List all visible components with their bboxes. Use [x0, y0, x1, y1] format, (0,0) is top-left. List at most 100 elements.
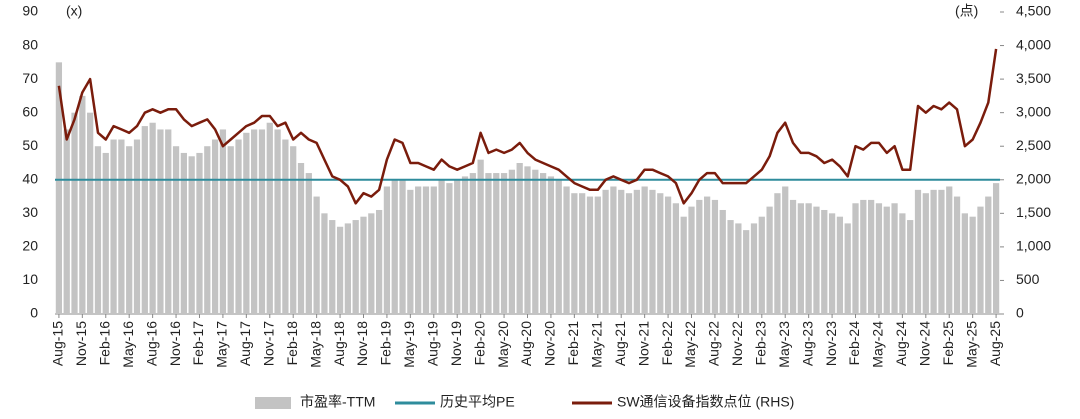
y-tick-label: 90 [22, 3, 38, 19]
bar [766, 206, 773, 314]
bar [235, 139, 242, 314]
x-tick-label: Nov-18 [354, 321, 370, 366]
bar [618, 189, 625, 314]
bar [375, 209, 383, 314]
bar [711, 199, 719, 314]
bar [938, 189, 945, 314]
x-tick-label: Nov-17 [260, 321, 276, 366]
bar [290, 146, 297, 314]
y2-tick-label: 500 [1016, 271, 1040, 287]
bar [383, 186, 391, 314]
y2-tick-label: 2,000 [1016, 170, 1051, 186]
bar [188, 156, 195, 314]
x-tick-label: Feb-25 [940, 321, 956, 366]
y2-tick-label: 1,000 [1016, 238, 1051, 254]
bar [243, 132, 250, 314]
bar [438, 179, 445, 314]
bar [992, 183, 1000, 314]
bar [907, 220, 914, 314]
bar [813, 206, 820, 314]
bar [71, 112, 78, 315]
bar [930, 189, 937, 314]
y-unit: (x) [66, 3, 82, 19]
bar [977, 206, 984, 314]
bar [961, 213, 968, 314]
bar [407, 189, 414, 314]
legend-swatch [255, 397, 291, 409]
x-tick-label: Feb-19 [378, 321, 394, 366]
x-tick-label: Aug-19 [424, 321, 440, 366]
y2-tick-label: 2,500 [1016, 137, 1051, 153]
y2-tick-label: 3,000 [1016, 103, 1051, 119]
bar [860, 199, 867, 314]
bar [63, 129, 70, 314]
bar [110, 139, 117, 314]
bar [532, 169, 539, 314]
y-tick-label: 30 [22, 204, 38, 220]
bar [539, 173, 547, 314]
bar [852, 203, 859, 314]
x-tick-label: Feb-23 [753, 321, 769, 366]
bar [844, 223, 851, 314]
bar [305, 173, 312, 314]
bar [141, 126, 148, 314]
bar [797, 203, 804, 314]
bar [329, 220, 336, 314]
x-tick-label: May-25 [963, 321, 979, 368]
bar [508, 169, 516, 314]
bar [251, 129, 258, 314]
x-tick-label: Feb-22 [659, 321, 675, 366]
bar [985, 196, 992, 314]
bar [336, 226, 344, 314]
bar [454, 179, 461, 314]
x-tick-label: Feb-17 [190, 321, 206, 366]
bar [774, 193, 781, 314]
bar [399, 179, 406, 314]
bar [79, 95, 86, 314]
bar [821, 209, 828, 314]
x-tick-label: Nov-15 [73, 321, 89, 366]
x-tick-label: Nov-19 [448, 321, 464, 366]
y2-tick-label: 4,000 [1016, 36, 1051, 52]
bar [149, 122, 156, 314]
bar [360, 216, 367, 314]
bar [430, 186, 437, 314]
bar [805, 203, 812, 314]
x-tick-label: Feb-24 [846, 321, 862, 366]
bar [165, 129, 172, 314]
y2-tick-label: 4,500 [1016, 3, 1051, 19]
bar [55, 62, 63, 315]
x-tick-label: May-17 [214, 321, 230, 368]
bar [719, 209, 726, 314]
bar [696, 199, 703, 314]
bar [875, 203, 883, 314]
bar [180, 152, 187, 314]
y-tick-label: 50 [22, 137, 38, 153]
bar [313, 196, 320, 314]
bar [672, 203, 680, 314]
bar [727, 220, 734, 314]
bar [422, 186, 430, 314]
bar [157, 129, 164, 314]
x-tick-label: Aug-21 [612, 321, 628, 366]
y-tick-label: 70 [22, 70, 38, 86]
bar [258, 129, 266, 314]
bar [743, 230, 750, 314]
bar [516, 163, 523, 314]
bar [219, 129, 227, 314]
bar [321, 213, 328, 314]
x-tick-label: Feb-16 [96, 321, 112, 366]
x-tick-label: Nov-20 [542, 321, 558, 366]
bar [664, 196, 672, 314]
x-tick-label: May-18 [307, 321, 323, 368]
x-tick-label: May-16 [120, 321, 136, 368]
y2-tick-label: 0 [1016, 305, 1024, 321]
bar [758, 216, 765, 314]
bar [688, 206, 695, 314]
bar [891, 203, 898, 314]
x-tick-label: Aug-22 [706, 321, 722, 366]
bar [579, 193, 586, 314]
bar [461, 176, 469, 314]
y-tick-label: 20 [22, 238, 38, 254]
x-tick-label: May-23 [776, 321, 792, 368]
